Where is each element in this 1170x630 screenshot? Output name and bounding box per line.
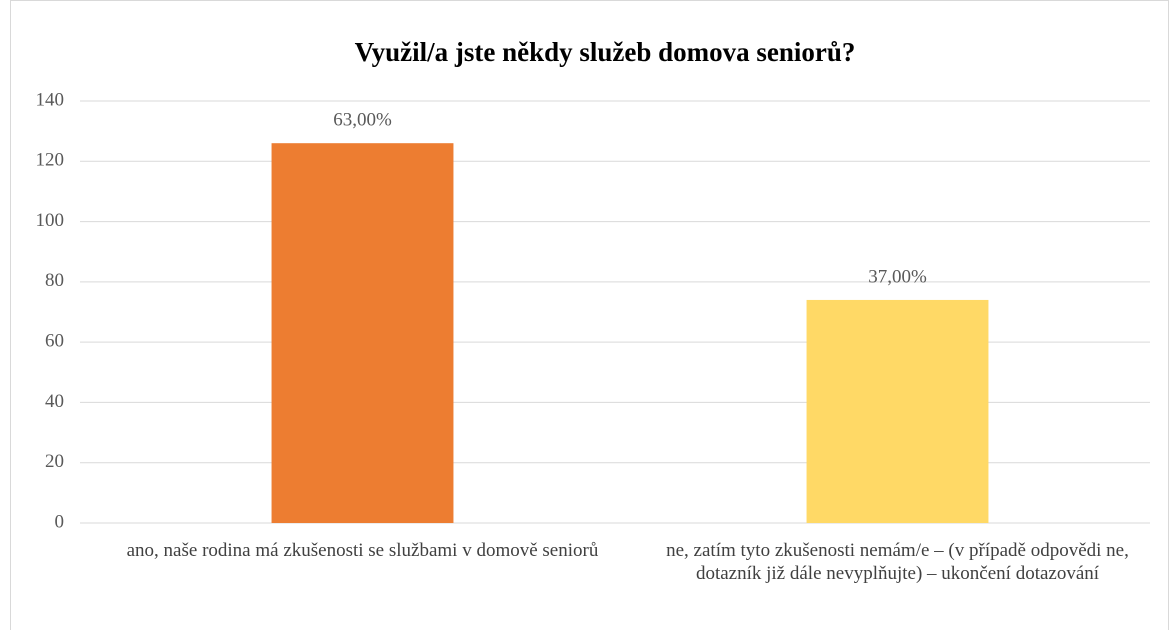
chart-title: Využil/a jste někdy služeb domova senior…: [355, 37, 856, 67]
y-tick-label: 0: [55, 511, 65, 532]
x-tick-label: ne, zatím tyto zkušenosti nemám/e – (v p…: [666, 540, 1129, 584]
bar: [271, 143, 454, 523]
y-tick-label: 60: [45, 331, 64, 352]
data-label: 37,00%: [868, 266, 927, 287]
data-label: 63,00%: [333, 110, 392, 131]
chart-frame: [10, 0, 1169, 630]
bar: [806, 299, 989, 523]
y-tick-label: 100: [36, 210, 65, 231]
y-tick-label: 20: [45, 451, 64, 472]
y-tick-label: 80: [45, 270, 64, 291]
y-tick-label: 140: [36, 89, 65, 110]
x-tick-label: ano, naše rodina má zkušenosti se služba…: [126, 540, 599, 561]
y-tick-label: 40: [45, 391, 64, 412]
y-tick-label: 120: [36, 150, 65, 171]
